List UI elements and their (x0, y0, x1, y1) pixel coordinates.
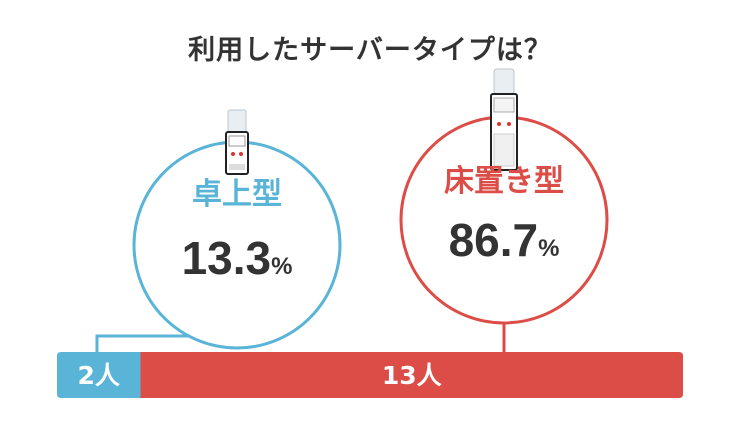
bar-label-tabletop: 2人 (78, 361, 120, 390)
percentage-label-floor: 86.7% (449, 214, 560, 266)
bar-label-floor: 13人 (382, 361, 442, 390)
bar-segment-floor (140, 352, 683, 398)
category-label-tabletop: 卓上型 (192, 177, 282, 212)
category-label-floor: 床置き型 (444, 164, 564, 199)
percentage-label-tabletop: 13.3% (182, 232, 293, 284)
floor-water-server-icon (490, 68, 518, 171)
chart-title: 利用したサーバータイプは？ (188, 35, 552, 66)
tabletop-water-server-icon (225, 109, 249, 175)
bar-segment-tabletop (57, 352, 141, 398)
